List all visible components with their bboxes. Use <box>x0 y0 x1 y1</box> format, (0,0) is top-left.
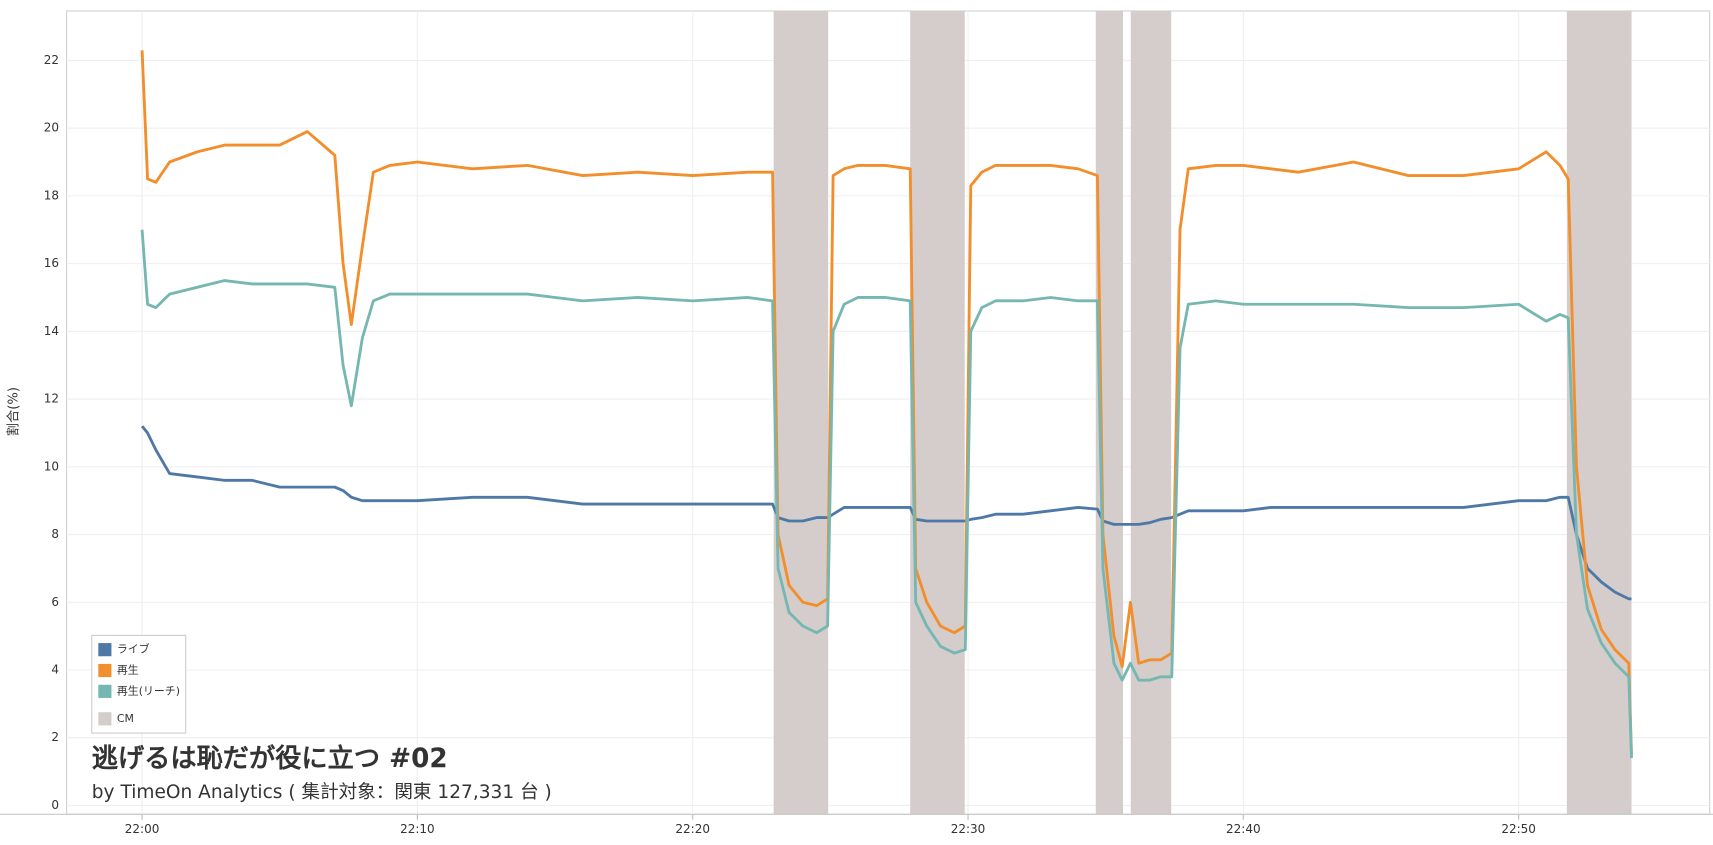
legend-label: 再生 <box>117 662 139 676</box>
line-series <box>140 229 1633 759</box>
legend-swatch <box>98 684 112 698</box>
legend-label: ライブ <box>117 642 150 656</box>
legend-swatch <box>98 663 112 678</box>
x-tick-label: 22:20 <box>675 822 710 836</box>
x-tick-label: 22:40 <box>1226 822 1261 836</box>
y-tick-label: 14 <box>44 324 59 338</box>
plot-area <box>0 10 1713 820</box>
legend-label: 再生(リーチ) <box>117 683 180 697</box>
legend-label: CM <box>117 712 134 725</box>
cm-band <box>1130 10 1172 815</box>
y-tick-label: 6 <box>51 595 59 609</box>
x-tick-label: 22:50 <box>1501 822 1536 836</box>
y-tick-label: 22 <box>44 53 59 67</box>
line-series <box>140 50 1633 755</box>
y-tick-label: 8 <box>51 527 59 541</box>
x-tick-label: 22:10 <box>400 822 435 836</box>
y-tick-label: 10 <box>44 459 59 473</box>
y-tick-label: 4 <box>51 662 59 676</box>
cm-band <box>1566 10 1632 815</box>
x-tick-label: 22:00 <box>125 822 160 836</box>
line-series <box>140 425 1632 601</box>
chart-title: 逃げるは恥だが役に立つ #02 <box>92 743 448 774</box>
legend-swatch <box>98 643 112 657</box>
y-tick-label: 18 <box>44 188 59 202</box>
x-tick-label: 22:30 <box>951 822 986 836</box>
y-tick-label: 12 <box>44 392 59 406</box>
y-axis-label: 割合(%) <box>5 387 22 436</box>
y-tick-label: 2 <box>51 730 59 744</box>
cm-band <box>773 10 829 815</box>
legend-swatch <box>98 712 112 726</box>
cm-band <box>910 10 965 815</box>
y-tick-label: 20 <box>44 121 59 135</box>
y-tick-label: 0 <box>51 798 59 812</box>
y-tick-label: 16 <box>44 256 59 270</box>
chart-subtitle: by TimeOn Analytics ( 集計対象：関東 127,331 台 … <box>92 782 552 803</box>
